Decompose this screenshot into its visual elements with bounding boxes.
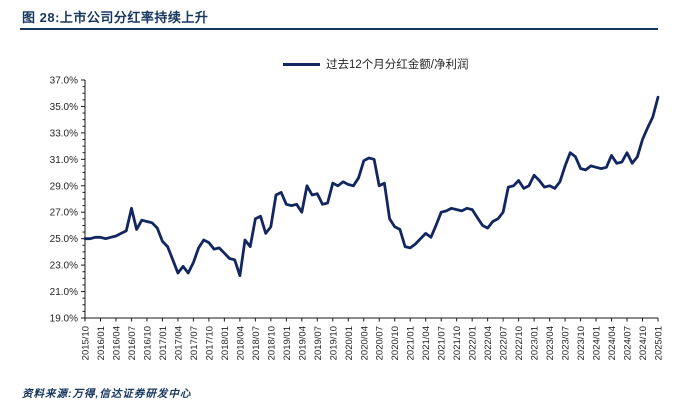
x-axis-label: 2021/10 bbox=[452, 326, 463, 360]
x-axis-label: 2016/01 bbox=[96, 326, 107, 360]
x-axis-label: 2023/01 bbox=[530, 326, 541, 360]
legend: 过去12个月分红金额/净利润 bbox=[283, 56, 469, 72]
y-axis-label: 27.0% bbox=[50, 208, 78, 219]
x-axis-label: 2016/07 bbox=[127, 326, 138, 360]
x-axis-label: 2016/10 bbox=[142, 326, 153, 360]
legend-label: 过去12个月分红金额/净利润 bbox=[326, 59, 469, 71]
x-axis-label: 2021/01 bbox=[406, 326, 417, 360]
x-axis-label: 2024/01 bbox=[592, 326, 603, 360]
x-axis-label: 2024/07 bbox=[623, 326, 634, 360]
x-axis-label: 2020/10 bbox=[390, 326, 401, 360]
y-axis-label: 19.0% bbox=[50, 314, 78, 325]
x-axis-label: 2022/07 bbox=[499, 326, 510, 360]
x-axis-label: 2019/07 bbox=[313, 326, 324, 360]
x-axis-label: 2018/07 bbox=[251, 326, 262, 360]
y-axis-label: 31.0% bbox=[50, 155, 78, 166]
x-axis-label: 2024/10 bbox=[638, 326, 649, 360]
x-axis-label: 2019/04 bbox=[297, 326, 308, 360]
x-axis-label: 2016/04 bbox=[111, 326, 122, 360]
x-axis-label: 2023/04 bbox=[545, 326, 556, 360]
source-note: 资料来源:万得,信达证券研发中心 bbox=[22, 388, 192, 400]
x-axis-label: 2017/04 bbox=[173, 326, 184, 360]
x-axis-label: 2020/04 bbox=[359, 326, 370, 360]
x-axis-label: 2015/10 bbox=[81, 326, 92, 360]
y-axis-label: 33.0% bbox=[50, 128, 78, 139]
x-axis-label: 2022/10 bbox=[514, 326, 525, 360]
title-underline bbox=[20, 28, 658, 30]
y-axis-label: 23.0% bbox=[50, 261, 78, 272]
payout-ratio-series-line bbox=[83, 95, 660, 278]
x-axis-label: 2020/07 bbox=[375, 326, 386, 360]
x-axis-label: 2024/04 bbox=[607, 326, 618, 360]
x-axis-label: 2023/10 bbox=[576, 326, 587, 360]
y-axis-label: 37.0% bbox=[50, 76, 78, 87]
y-axis-label: 35.0% bbox=[50, 102, 78, 113]
x-axis-label: 2017/07 bbox=[189, 326, 200, 360]
x-axis-label: 2018/04 bbox=[235, 326, 246, 360]
x-axis-label: 2017/10 bbox=[204, 326, 215, 360]
x-axis-label: 2022/04 bbox=[483, 326, 494, 360]
x-axis-label: 2019/01 bbox=[282, 326, 293, 360]
legend-line-swatch bbox=[283, 62, 320, 66]
x-axis-label: 2021/07 bbox=[437, 326, 448, 360]
figure-title: 图 28:上市公司分红率持续上升 bbox=[22, 10, 209, 25]
x-axis-label: 2018/10 bbox=[266, 326, 277, 360]
y-axis-label: 25.0% bbox=[50, 234, 78, 245]
x-axis-label: 2018/01 bbox=[220, 326, 231, 360]
x-axis-label: 2020/01 bbox=[344, 326, 355, 360]
x-axis-label: 2019/10 bbox=[328, 326, 339, 360]
y-axis-label: 29.0% bbox=[50, 181, 78, 192]
x-axis-label: 2017/01 bbox=[158, 326, 169, 360]
y-axis-label: 21.0% bbox=[50, 287, 78, 298]
x-axis-label: 2025/01 bbox=[654, 326, 665, 360]
x-axis-label: 2021/04 bbox=[421, 326, 432, 360]
x-axis-label: 2023/07 bbox=[561, 326, 572, 360]
x-axis-label: 2022/01 bbox=[468, 326, 479, 360]
